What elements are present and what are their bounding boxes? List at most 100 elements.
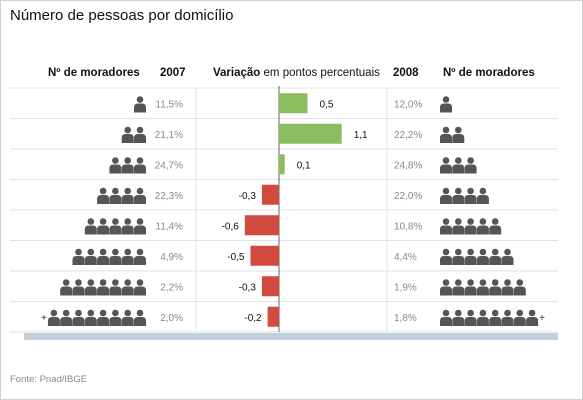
- header-variacao-bold: Variação: [213, 67, 261, 79]
- variation-bar: [267, 306, 279, 327]
- pct-2007-label: 24,7%: [155, 160, 183, 171]
- person-icon: [109, 279, 122, 296]
- person-icon: [60, 309, 73, 326]
- person-icon: [72, 279, 85, 296]
- person-icon: [440, 96, 452, 113]
- variation-bar: [261, 276, 279, 297]
- person-icon: [72, 248, 85, 265]
- person-icon: [84, 309, 97, 326]
- header-year-2007: 2007: [160, 67, 186, 79]
- header-moradores-2007: Nº de moradores: [48, 67, 140, 79]
- person-icon: [84, 279, 97, 296]
- pct-2007-label: 4,9%: [160, 252, 183, 263]
- person-icon: [464, 309, 477, 326]
- person-icon: [440, 279, 452, 296]
- person-icon: [464, 157, 477, 174]
- pct-2007-label: 11,5%: [155, 99, 183, 110]
- person-icon: [97, 279, 110, 296]
- variation-label: 0,1: [297, 160, 311, 171]
- person-icon: [134, 157, 146, 174]
- person-icon: [464, 187, 477, 204]
- person-icon: [452, 248, 465, 265]
- pct-2008-label: 24,8%: [394, 160, 422, 171]
- person-icon: [452, 157, 465, 174]
- person-icon: [121, 218, 134, 235]
- person-icon: [134, 309, 146, 326]
- person-icon: [97, 248, 110, 265]
- variation-bar: [279, 93, 308, 114]
- person-icon: [109, 248, 122, 265]
- person-icon: [501, 279, 514, 296]
- variation-label: -0,6: [222, 221, 240, 232]
- person-icon: [513, 279, 526, 296]
- person-icon: [109, 309, 122, 326]
- person-icon: [84, 218, 97, 235]
- plus-sign-right: +: [539, 313, 545, 324]
- person-icon: [134, 218, 146, 235]
- person-icon: [489, 218, 502, 235]
- variation-bar: [261, 184, 279, 205]
- person-icon: [452, 309, 465, 326]
- person-icon: [464, 279, 477, 296]
- person-icon: [464, 218, 477, 235]
- person-icon: [134, 96, 146, 113]
- chart-title: Número de pessoas por domicílio: [10, 7, 234, 24]
- variation-bar: [279, 123, 342, 144]
- person-icon: [121, 157, 134, 174]
- person-icon: [121, 126, 134, 143]
- pct-2007-label: 21,1%: [155, 130, 183, 141]
- person-icon: [501, 248, 514, 265]
- person-icon: [476, 218, 489, 235]
- person-icon: [489, 248, 502, 265]
- person-icon: [452, 218, 465, 235]
- person-icon: [121, 187, 134, 204]
- variation-bar: [279, 154, 285, 175]
- variation-bar: [250, 245, 279, 266]
- person-icon: [97, 218, 110, 235]
- pct-2007-label: 11,4%: [155, 221, 183, 232]
- person-icon: [121, 309, 134, 326]
- person-icon: [501, 309, 514, 326]
- person-icon: [513, 309, 526, 326]
- pct-2008-label: 1,8%: [394, 313, 417, 324]
- pct-2008-label: 4,4%: [394, 252, 417, 263]
- person-icon: [97, 187, 110, 204]
- person-icon: [476, 187, 489, 204]
- person-icon: [440, 157, 452, 174]
- pct-2008-label: 22,0%: [394, 191, 422, 202]
- person-icon: [452, 187, 465, 204]
- person-icon: [60, 279, 73, 296]
- person-icon: [452, 279, 465, 296]
- person-icon: [440, 248, 452, 265]
- variation-label: -0,3: [239, 282, 257, 293]
- pct-2008-label: 12,0%: [394, 99, 422, 110]
- person-icon: [526, 309, 539, 326]
- pct-2007-label: 2,0%: [160, 313, 183, 324]
- variation-label: -0,3: [239, 191, 257, 202]
- person-icon: [109, 187, 122, 204]
- person-icon: [489, 309, 502, 326]
- variation-label: -0,2: [244, 313, 262, 324]
- person-icon: [72, 309, 85, 326]
- person-icon: [440, 309, 452, 326]
- person-icon: [84, 248, 97, 265]
- person-icon: [134, 187, 146, 204]
- person-icon: [134, 248, 146, 265]
- variation-label: 0,5: [320, 99, 334, 110]
- source-note: Fonte: Pnad/IBGE: [10, 374, 88, 385]
- person-icon: [134, 279, 146, 296]
- person-icon: [452, 126, 465, 143]
- person-icon: [47, 309, 60, 326]
- person-icon: [440, 126, 452, 143]
- header-variacao-rest: em pontos percentuais: [260, 67, 380, 79]
- person-icon: [464, 248, 477, 265]
- variation-bar: [244, 215, 279, 236]
- person-icon: [476, 279, 489, 296]
- header-moradores-2008: Nº de moradores: [443, 67, 535, 79]
- person-icon: [121, 279, 134, 296]
- person-icon: [476, 309, 489, 326]
- variation-label: 1,1: [354, 130, 368, 141]
- pct-2008-label: 1,9%: [394, 282, 417, 293]
- plus-sign-left: +: [41, 313, 47, 324]
